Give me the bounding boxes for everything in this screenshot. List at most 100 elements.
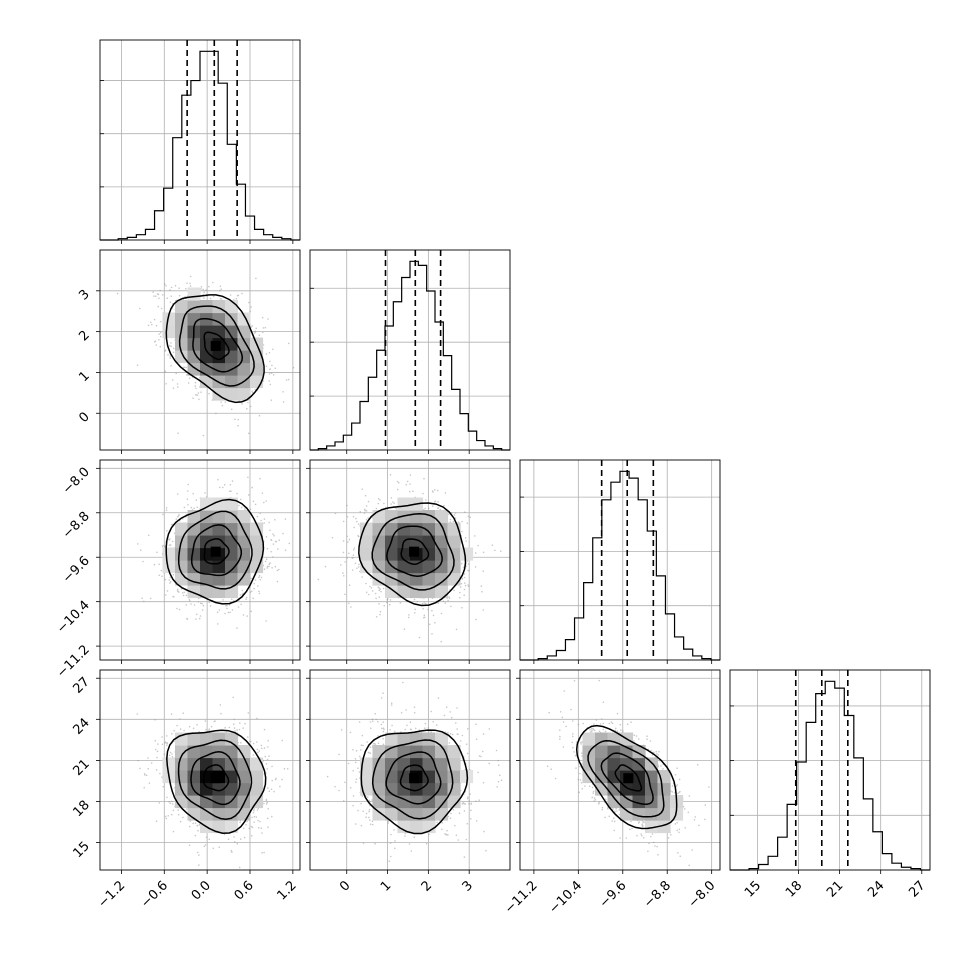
density-cell [162, 560, 176, 574]
density-cell [212, 535, 226, 549]
density-cell [237, 510, 251, 524]
density-cell [200, 585, 214, 599]
panel-content [317, 474, 502, 643]
density-cell [410, 535, 424, 549]
density-cell [225, 757, 239, 771]
density-cell [175, 337, 189, 351]
density-cell [200, 782, 214, 796]
density-cell [250, 547, 264, 561]
density-cell [187, 312, 201, 326]
density-cell [360, 535, 374, 549]
density-cell [645, 807, 659, 821]
density-cell [410, 757, 424, 771]
x-tick-label: 18 [783, 878, 805, 900]
density-cell [175, 732, 189, 746]
y-tick-label: 24 [71, 716, 93, 738]
density-cell [175, 350, 189, 364]
density-cell [447, 757, 461, 771]
contour-line [371, 739, 454, 820]
x-tick-label: 3 [460, 878, 476, 894]
panel-content [136, 696, 289, 869]
contour-line [358, 502, 467, 607]
histogram-step [520, 470, 720, 661]
panel-frame [519, 669, 721, 871]
x-tick-label: 0 [337, 878, 353, 894]
panel-frame [99, 459, 301, 661]
contour-line [190, 751, 241, 806]
density-cell [435, 745, 449, 759]
density-cell [372, 572, 386, 586]
density-cell [200, 547, 214, 561]
density-cell [447, 745, 461, 759]
y-tick-label: −10.4 [54, 598, 93, 637]
density-cell [212, 732, 226, 746]
contour-line [165, 498, 265, 605]
density-cell [397, 732, 411, 746]
density-cell [422, 782, 436, 796]
y-tick-label: 27 [71, 674, 93, 696]
density-cell [422, 732, 436, 746]
y-tick-label: −8.8 [60, 509, 93, 542]
density-cell [237, 745, 251, 759]
density-cell [397, 547, 411, 561]
density-cell [372, 535, 386, 549]
density-cell [187, 807, 201, 821]
contour-line [165, 294, 265, 404]
density-cell [435, 572, 449, 586]
density-cell [422, 770, 436, 784]
panel-frame [99, 669, 301, 871]
density-cell [162, 325, 176, 339]
x-tick-label: −0.6 [138, 878, 171, 911]
density-cell [422, 510, 436, 524]
density-cell [225, 350, 239, 364]
contour-line [177, 739, 253, 821]
density-cell [225, 387, 239, 401]
density-cell [410, 510, 424, 524]
density-cell [212, 782, 226, 796]
density-cell [595, 732, 609, 746]
density-cell [372, 745, 386, 759]
panel-content [326, 681, 503, 862]
density-cell [645, 770, 659, 784]
x-tick-label: −1.2 [95, 878, 128, 911]
density-cell [620, 795, 634, 809]
density-cell [435, 510, 449, 524]
density-cell [620, 757, 634, 771]
x-tick-label: −8.0 [686, 878, 719, 911]
density-cell [372, 510, 386, 524]
scatter-panel-3-2 [516, 669, 721, 874]
density-cell [237, 770, 251, 784]
density-cell [372, 522, 386, 536]
contour-line [386, 525, 443, 577]
density-cell [162, 757, 176, 771]
density-cell [200, 535, 214, 549]
panel-frame [519, 459, 721, 661]
density-cell [237, 387, 251, 401]
density-cell [422, 795, 436, 809]
density-cell [372, 770, 386, 784]
x-tick-label: 21 [824, 878, 846, 900]
density-cell [237, 522, 251, 536]
density-cell [607, 757, 621, 771]
x-tick-label: 27 [906, 878, 928, 900]
density-cell [360, 770, 374, 784]
density-cell [175, 522, 189, 536]
contour-line [371, 512, 455, 591]
density-cell [175, 300, 189, 314]
x-tick-label: −8.8 [641, 878, 674, 911]
density-cell [385, 782, 399, 796]
density-cell [175, 757, 189, 771]
contour-line [360, 729, 469, 835]
density-cell [397, 782, 411, 796]
density-cell [422, 572, 436, 586]
y-tick-label: 3 [76, 287, 92, 303]
panel-content [116, 275, 295, 437]
density-cell [410, 732, 424, 746]
density-cell [410, 795, 424, 809]
density-cell [225, 547, 239, 561]
density-cell [250, 782, 264, 796]
scatter-panel-3-1 [306, 669, 511, 874]
density-peak [623, 773, 634, 784]
contour-line [587, 740, 665, 818]
density-cell [447, 795, 461, 809]
